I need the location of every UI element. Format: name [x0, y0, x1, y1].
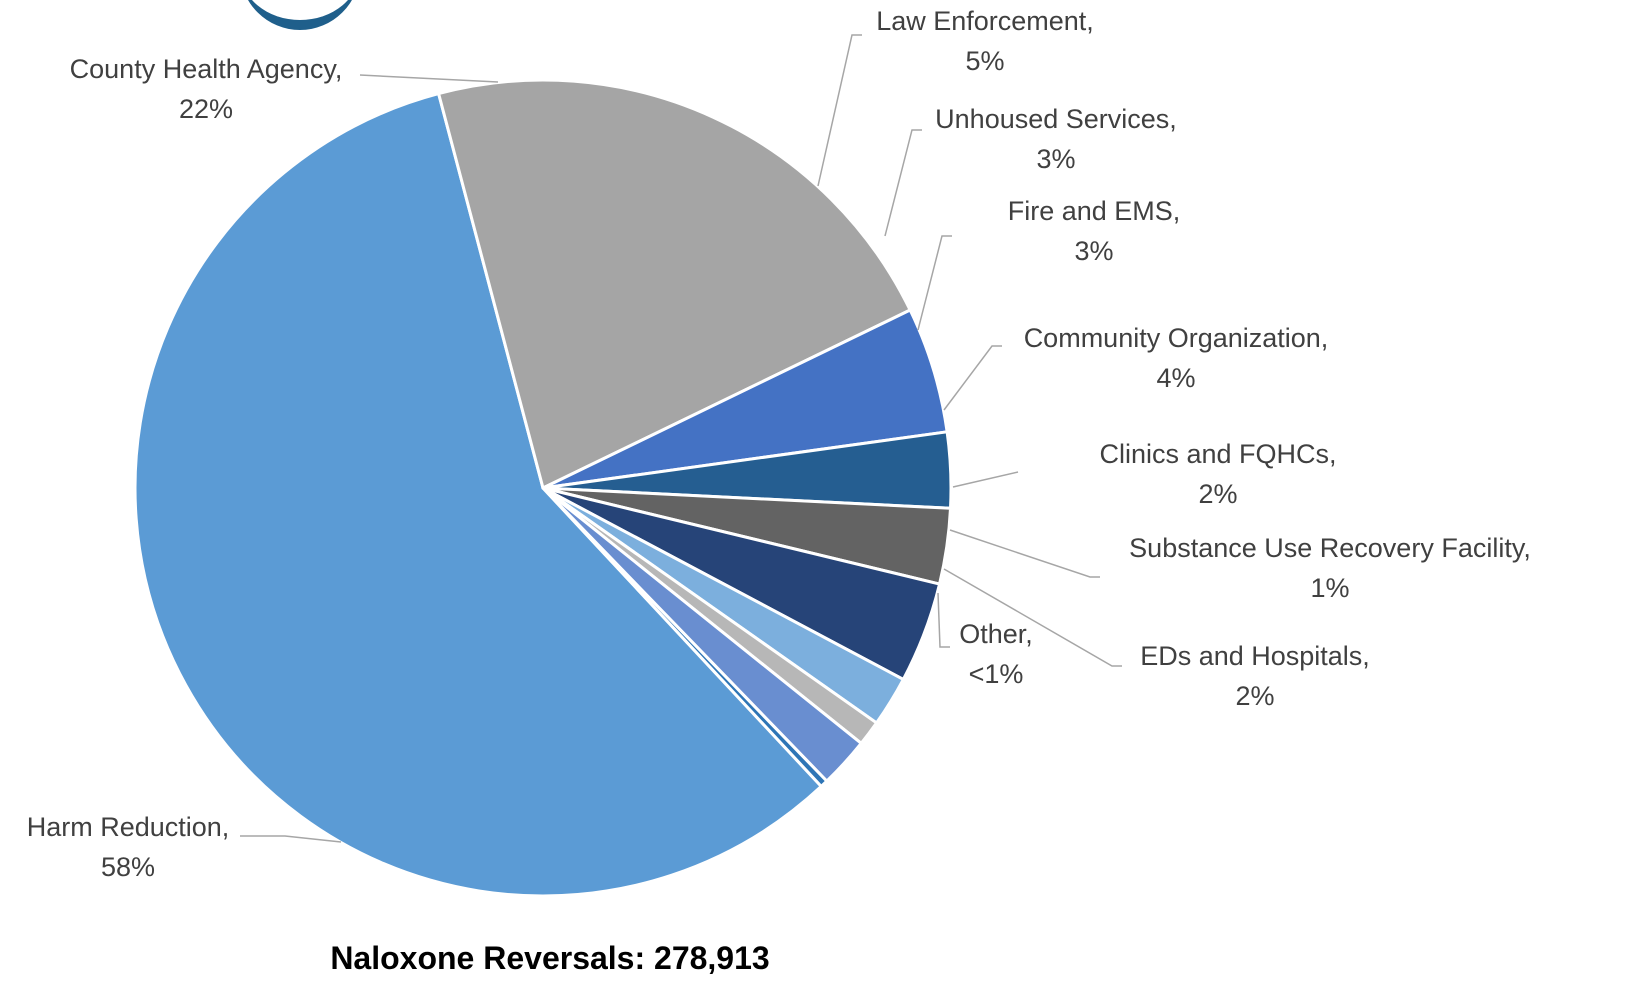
slice-category-label: Substance Use Recovery Facility,	[1129, 533, 1531, 563]
slice-percent-label: 5%	[965, 46, 1004, 76]
leader-line	[949, 529, 1100, 578]
pie-slices	[133, 78, 953, 898]
slice-category-label: Law Enforcement,	[876, 6, 1094, 36]
slice-percent-label: 2%	[1235, 681, 1274, 711]
pie-slice-county-health-agency	[437, 78, 912, 490]
slice-category-label: Community Organization,	[1024, 323, 1329, 353]
leader-line	[240, 835, 342, 843]
pie-slice-harm-reduction	[133, 92, 823, 898]
leader-line	[884, 129, 922, 237]
chart-title: Naloxone Reversals: 278,913	[330, 940, 770, 976]
slice-percent-label: 4%	[1156, 363, 1195, 393]
leader-lines	[240, 34, 1122, 843]
slice-labels: Harm Reduction, 58% County Health Agency, 2…	[27, 6, 1531, 882]
leader-line	[937, 592, 950, 648]
leader-line	[817, 34, 862, 187]
slice-category-label: Other,	[959, 619, 1033, 649]
slice-category-label: EDs and Hospitals,	[1140, 641, 1370, 671]
leader-line	[917, 235, 952, 331]
leader-line	[359, 74, 499, 83]
pie-slice-other	[541, 486, 829, 788]
slice-percent-label: 2%	[1198, 479, 1237, 509]
leader-line	[943, 345, 1002, 411]
slice-percent-label: 22%	[179, 94, 233, 124]
slice-percent-label: 1%	[1310, 573, 1349, 603]
header-accent-arc	[240, 0, 360, 30]
slice-category-label: Fire and EMS,	[1008, 196, 1181, 226]
slice-percent-label: <1%	[969, 659, 1024, 689]
slice-category-label: Harm Reduction,	[27, 812, 230, 842]
slice-category-label: Unhoused Services,	[935, 104, 1177, 134]
slice-percent-label: 3%	[1074, 236, 1113, 266]
leader-line	[952, 471, 1019, 488]
slice-percent-label: 58%	[101, 852, 155, 882]
slice-category-label: County Health Agency,	[70, 54, 343, 84]
slice-category-label: Clinics and FQHCs,	[1099, 439, 1336, 469]
leader-line	[943, 568, 1122, 667]
slice-percent-label: 3%	[1036, 144, 1075, 174]
